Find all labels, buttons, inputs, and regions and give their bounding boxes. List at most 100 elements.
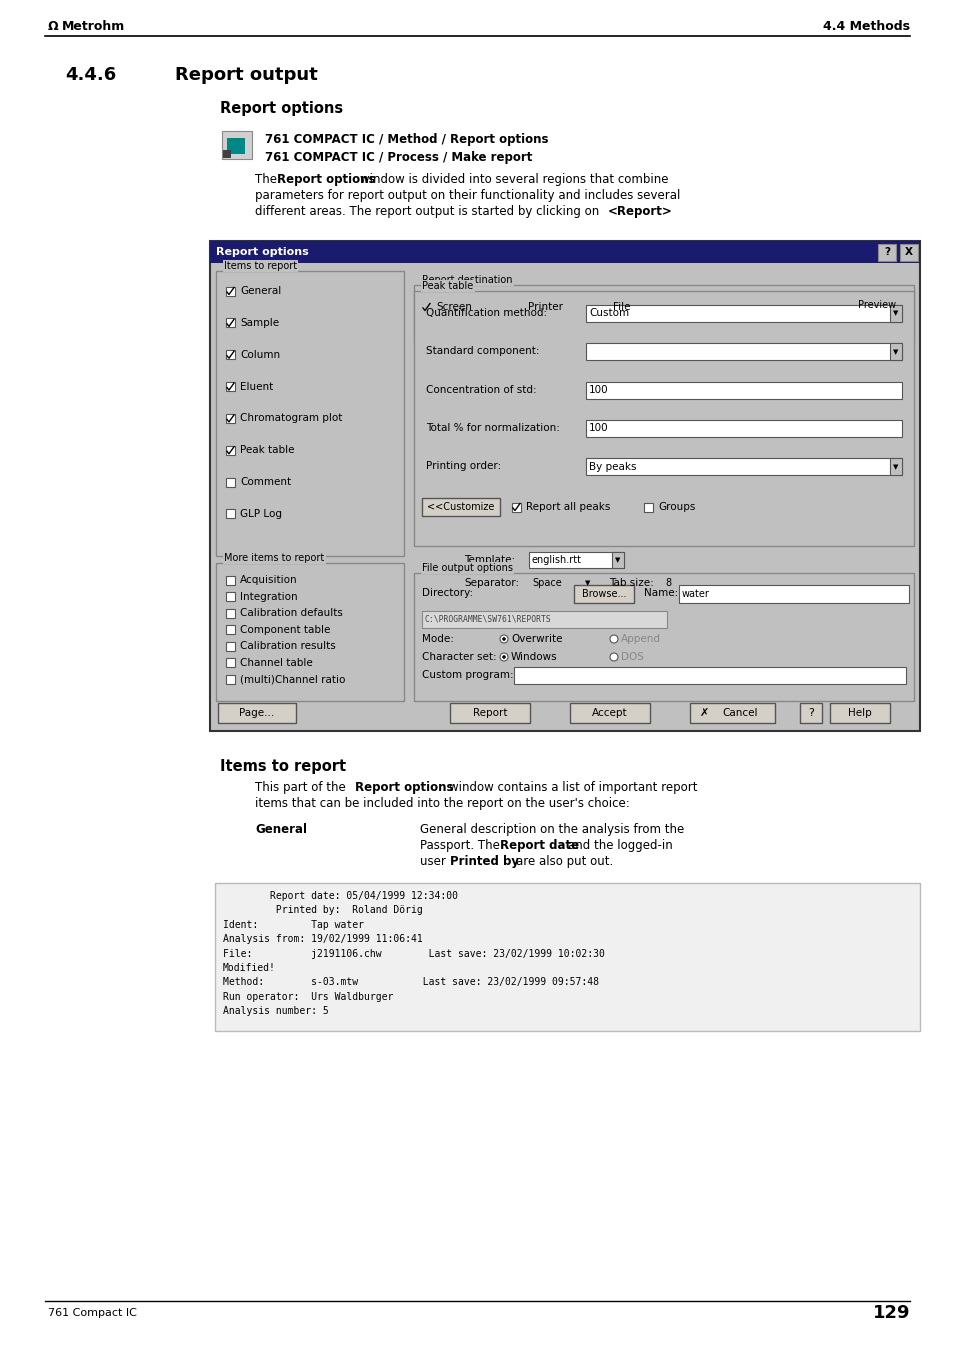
Text: Help: Help [847, 708, 871, 717]
Text: Screen: Screen [436, 303, 472, 312]
Bar [450, 703, 530, 723]
Text: <Report>: <Report> [607, 205, 672, 218]
Text: english.rtt: english.rtt [532, 555, 581, 565]
Text: different areas. The report output is started by clicking on: different areas. The report output is st… [254, 205, 602, 218]
Bar [421, 611, 666, 628]
Text: 100: 100 [588, 385, 608, 394]
Text: Custom: Custom [588, 308, 628, 319]
Text: Tab size:: Tab size: [608, 578, 653, 588]
Text: ▼: ▼ [892, 463, 898, 470]
Bar [226, 446, 234, 455]
Text: Passport. The: Passport. The [419, 839, 503, 852]
Text: More items to report: More items to report [224, 553, 324, 563]
Text: General: General [240, 286, 281, 296]
Bar [829, 703, 889, 723]
Circle shape [501, 638, 505, 640]
Bar [899, 245, 917, 261]
Bar [215, 563, 403, 701]
Bar [226, 478, 234, 486]
Bar [661, 576, 689, 590]
Text: items that can be included into the report on the user's choice:: items that can be included into the repo… [254, 797, 629, 811]
Text: 129: 129 [872, 1304, 909, 1323]
Bar [226, 576, 234, 585]
Bar [848, 299, 862, 313]
Bar [512, 503, 520, 512]
Text: Metrohm: Metrohm [62, 19, 125, 32]
Text: Groups: Groups [658, 503, 695, 512]
Text: ▼: ▼ [892, 311, 898, 316]
Text: window is divided into several regions that combine: window is divided into several regions t… [359, 173, 668, 186]
Bar [226, 608, 234, 617]
Bar [889, 343, 901, 361]
Text: Eluent: Eluent [240, 381, 273, 392]
Text: X: X [904, 247, 912, 257]
Bar [414, 285, 913, 343]
Bar [877, 245, 895, 261]
Bar [569, 703, 649, 723]
Text: Cancel: Cancel [721, 708, 757, 717]
Bar [679, 585, 908, 603]
Text: Comment: Comment [240, 477, 291, 488]
Text: Chromatogram plot: Chromatogram plot [240, 413, 342, 423]
Text: window contains a list of important report: window contains a list of important repo… [449, 781, 697, 794]
Text: are also put out.: are also put out. [516, 855, 613, 867]
Circle shape [501, 655, 505, 659]
Bar [218, 703, 295, 723]
Bar [585, 305, 901, 322]
Bar [585, 381, 901, 399]
Text: 761 COMPACT IC / Process / Make report: 761 COMPACT IC / Process / Make report [265, 151, 532, 163]
Bar [414, 290, 913, 546]
Bar [889, 458, 901, 476]
Bar [585, 343, 901, 361]
Text: 100: 100 [588, 423, 608, 434]
Bar [574, 585, 634, 603]
Text: Report destination: Report destination [421, 276, 512, 285]
Text: Character set:: Character set: [421, 653, 497, 662]
Bar [215, 272, 403, 557]
Bar [612, 553, 623, 567]
Text: 4.4 Methods: 4.4 Methods [822, 19, 909, 32]
Text: user: user [419, 855, 449, 867]
Text: water: water [681, 589, 709, 598]
Text: General description on the analysis from the: General description on the analysis from… [419, 823, 683, 836]
Text: Printer: Printer [527, 303, 562, 312]
Text: By peaks: By peaks [588, 462, 636, 471]
Circle shape [499, 635, 507, 643]
Bar [689, 703, 774, 723]
Text: Peak table: Peak table [240, 446, 294, 455]
Text: Concentration of std:: Concentration of std: [426, 385, 536, 394]
Bar [226, 413, 234, 423]
Bar [226, 286, 234, 296]
Bar [226, 674, 234, 684]
Bar [214, 884, 919, 1031]
Text: Directory:: Directory: [421, 588, 473, 598]
Text: Total % for normalization:: Total % for normalization: [426, 423, 559, 432]
Bar [643, 503, 652, 512]
Text: Accept: Accept [592, 708, 627, 717]
Text: GLP Log: GLP Log [240, 509, 282, 519]
Text: <<Customize: <<Customize [427, 503, 495, 512]
Text: 761 COMPACT IC / Method / Report options: 761 COMPACT IC / Method / Report options [265, 132, 548, 146]
Text: Calibration results: Calibration results [240, 642, 335, 651]
Text: ▼: ▼ [585, 580, 590, 586]
Bar [226, 382, 234, 390]
Text: Append: Append [620, 634, 660, 644]
Text: ✗: ✗ [699, 708, 708, 717]
Text: Windows: Windows [511, 653, 558, 662]
Text: Template:: Template: [463, 555, 515, 565]
Text: parameters for report output on their functionality and includes several: parameters for report output on their fu… [254, 189, 679, 203]
Bar [845, 295, 907, 315]
Text: General: General [254, 823, 307, 836]
Text: ?: ? [883, 247, 889, 257]
Bar [226, 509, 234, 519]
Text: Page...: Page... [239, 708, 274, 717]
Text: Items to report: Items to report [224, 261, 296, 272]
Text: Items to report: Items to report [220, 759, 346, 774]
Text: Peak table: Peak table [421, 281, 473, 290]
Bar [226, 626, 234, 634]
Bar [598, 303, 607, 312]
Text: ?: ? [807, 708, 813, 717]
Bar [226, 642, 234, 651]
Text: Report output: Report output [174, 66, 317, 84]
Bar [414, 573, 913, 701]
